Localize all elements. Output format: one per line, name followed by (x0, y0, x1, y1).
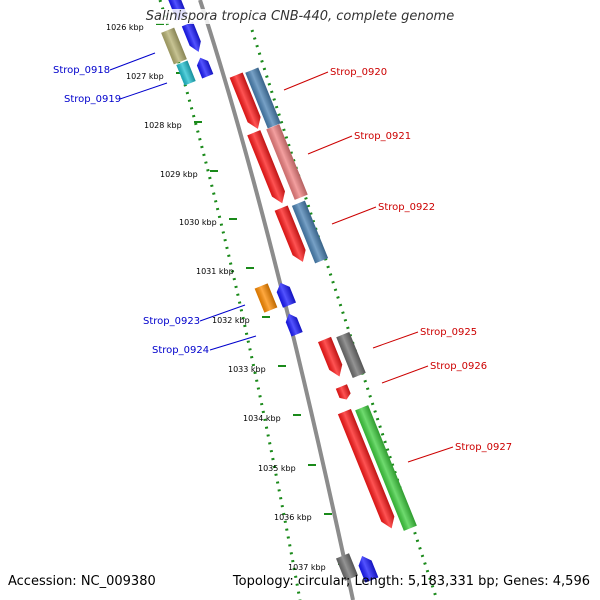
map-title: Salinispora tropica CNB-440, complete ge… (0, 9, 600, 24)
kbp-label: 1026 kbp (106, 23, 144, 32)
gene-strop-0925-red[interactable] (318, 336, 346, 379)
inner-dotted-track (158, 0, 302, 600)
kbp-label: 1030 kbp (179, 218, 217, 227)
gene-strop-0922[interactable] (291, 200, 329, 264)
gene-strop-0924[interactable] (283, 312, 303, 337)
gene-label-right[interactable]: Strop_0921 (354, 131, 411, 142)
kbp-label: 1027 kbp (126, 72, 164, 81)
kbp-label: 1031 kbp (196, 267, 234, 276)
gene-strop-0919[interactable] (176, 60, 196, 86)
gene-label-right[interactable]: Strop_0922 (378, 202, 435, 213)
kbp-label: 1037 kbp (288, 563, 326, 572)
gene-label-left[interactable]: Strop_0919 (64, 94, 121, 105)
gene-olive[interactable] (161, 27, 187, 65)
kbp-label: 1029 kbp (160, 170, 198, 179)
gene-strop-0926[interactable] (335, 384, 352, 401)
gene-strop-0920[interactable] (245, 67, 281, 129)
gene-gray-bottom[interactable] (336, 553, 358, 581)
gene-strop-0923[interactable] (254, 283, 278, 313)
gene-label-left[interactable]: Strop_0918 (53, 65, 110, 76)
kbp-label: 1034 kbp (243, 414, 281, 423)
gene-strop-0921-red[interactable] (247, 130, 288, 206)
kbp-label: 1028 kbp (144, 121, 182, 130)
accession-text: Accession: NC_009380 (8, 574, 156, 589)
genome-summary-text: Topology: circular; Length: 5,183,331 bp… (232, 574, 590, 589)
gene-strop-0927[interactable] (355, 405, 417, 531)
outer-dotted-track (250, 29, 439, 600)
kbp-label: 1032 kbp (212, 316, 250, 325)
gene-strop-0920-red[interactable] (229, 72, 265, 131)
genome-backbone (198, 0, 355, 600)
gene-label-right[interactable]: Strop_0920 (330, 67, 387, 78)
gene-label-right[interactable]: Strop_0927 (455, 442, 512, 453)
gene-blue-small-1[interactable] (195, 55, 214, 79)
gene-blue-bottom[interactable] (356, 553, 379, 583)
gene-blue-mid-1[interactable] (274, 280, 296, 308)
kbp-label: 1036 kbp (274, 513, 312, 522)
gene-label-right[interactable]: Strop_0925 (420, 327, 477, 338)
gene-label-right[interactable]: Strop_0926 (430, 361, 487, 372)
gene-strop-0921[interactable] (266, 124, 308, 200)
gene-strop-0927-red[interactable] (337, 408, 398, 531)
gene-label-left[interactable]: Strop_0924 (152, 345, 209, 356)
gene-strop-0922-red[interactable] (274, 205, 310, 264)
gene-label-left[interactable]: Strop_0923 (143, 316, 200, 327)
kbp-label: 1035 kbp (258, 464, 296, 473)
gene-strop-0925[interactable] (336, 331, 366, 379)
gene-blue-top2[interactable] (181, 21, 204, 54)
kbp-label: 1033 kbp (228, 365, 266, 374)
